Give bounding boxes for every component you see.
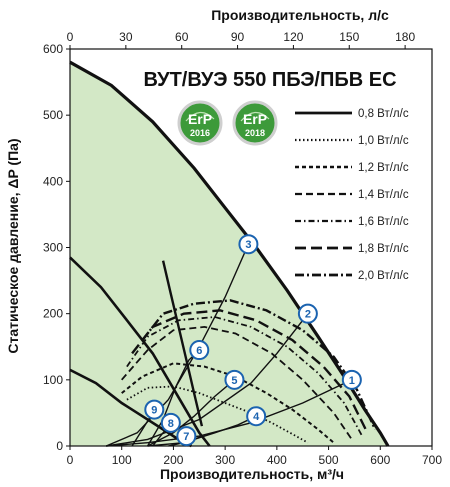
y-tick-label-600: 600 (43, 42, 63, 56)
y-tick-label-0: 0 (56, 439, 63, 453)
marker-label-1: 1 (349, 375, 355, 387)
badge-year-1: 2016 (190, 128, 210, 138)
marker-3 (238, 234, 259, 255)
leaf-icon (185, 111, 215, 122)
system-curve-3 (105, 243, 250, 447)
marker-label-3: 3 (245, 239, 251, 251)
legend-label-4: 1,4 Вт/л/с (358, 189, 409, 201)
marker-label-4: 4 (253, 411, 260, 423)
marker-label-6: 6 (196, 345, 202, 357)
plot-area: 1 2 3 4 5 6 789 (69, 48, 433, 448)
marker-1 (341, 369, 362, 390)
x-axis-title: Производительность, м³/ч (160, 466, 344, 482)
marker-4 (246, 406, 267, 427)
legend: 0,8 Вт/л/с 1,0 Вт/л/с 1,2 Вт/л/с 1,4 Вт/л/с… (295, 108, 409, 282)
marker-label-2: 2 (305, 309, 311, 321)
system-curve-4 (147, 415, 257, 447)
legend-label-5: 1,6 Вт/л/с (358, 216, 409, 228)
x2-tick-label-180: 180 (395, 30, 415, 44)
system-curve-5 (147, 379, 235, 447)
x2-tick-label-90: 90 (231, 30, 245, 44)
max-boundary-curve (69, 60, 390, 447)
system-curve-2 (106, 313, 309, 447)
speed-curve-1 (69, 256, 211, 447)
x-axis-ticks: 0 100 200 300 400 500 600 700 (67, 446, 442, 467)
marker-label-8: 8 (168, 418, 174, 430)
y-tick-label-200: 200 (43, 307, 63, 321)
x-tick-label-500: 500 (319, 453, 339, 467)
operating-region (70, 62, 388, 446)
y-axis-title: Статическое давление, ΔP (Па) (5, 138, 21, 353)
legend-label-1: 0,8 Вт/л/с (358, 108, 409, 120)
series-line-5 (126, 316, 363, 437)
x-tick-label-100: 100 (112, 453, 132, 467)
badge-label-1: ErP (188, 111, 212, 127)
x-tick-label-400: 400 (267, 453, 287, 467)
x2-tick-label-120: 120 (283, 30, 303, 44)
marker-5 (224, 369, 245, 390)
series-line-3 (121, 362, 335, 444)
x-tick-label-200: 200 (163, 453, 183, 467)
x-tick-label-300: 300 (215, 453, 235, 467)
y-tick-label-300: 300 (43, 241, 63, 255)
x2-tick-label-30: 30 (119, 30, 133, 44)
x-tick-label-700: 700 (422, 453, 442, 467)
series-line-1 (161, 260, 204, 427)
x-tick-label-0: 0 (67, 453, 74, 467)
y-tick-label-100: 100 (43, 373, 63, 387)
series-line-7 (141, 299, 377, 430)
marker-7 (176, 426, 197, 447)
y-axis-ticks: 0 100 200 300 400 500 600 (43, 42, 70, 453)
x2-tick-label-60: 60 (175, 30, 189, 44)
y-tick-label-400: 400 (43, 174, 63, 188)
badge-1 (177, 100, 223, 146)
x-tick-label-600: 600 (370, 453, 390, 467)
marker-8 (160, 412, 181, 433)
marker-label-7: 7 (183, 431, 189, 443)
top-axis-title: Производительность, л/с (211, 7, 389, 23)
legend-label-3: 1,2 Вт/л/с (358, 162, 409, 174)
marker-2 (297, 303, 318, 324)
marker-9 (144, 399, 165, 420)
marker-label-5: 5 (231, 375, 237, 387)
x2-tick-label-0: 0 (67, 30, 74, 44)
x2-tick-label-150: 150 (339, 30, 359, 44)
chart-title: ВУТ/ВУЭ 550 ПБЭ/ПБВ ЕС (143, 69, 396, 91)
marker-label-9: 9 (151, 405, 157, 417)
series-line-4 (121, 325, 353, 440)
legend-label-6: 1,8 Вт/л/с (358, 243, 409, 255)
badge-label-2: ErP (243, 111, 267, 127)
marker-6 (189, 340, 210, 361)
legend-label-7: 2,0 Вт/л/с (358, 270, 409, 282)
badge-2 (232, 100, 278, 146)
top-axis-ticks: 0 30 60 90 120 150 180 (67, 30, 415, 49)
series-line-2 (126, 385, 309, 444)
y-tick-label-500: 500 (43, 108, 63, 122)
badge-year-2: 2018 (245, 128, 265, 138)
series-line-6 (131, 309, 369, 434)
leaf-icon (240, 111, 270, 122)
legend-label-2: 1,0 Вт/л/с (358, 135, 409, 147)
